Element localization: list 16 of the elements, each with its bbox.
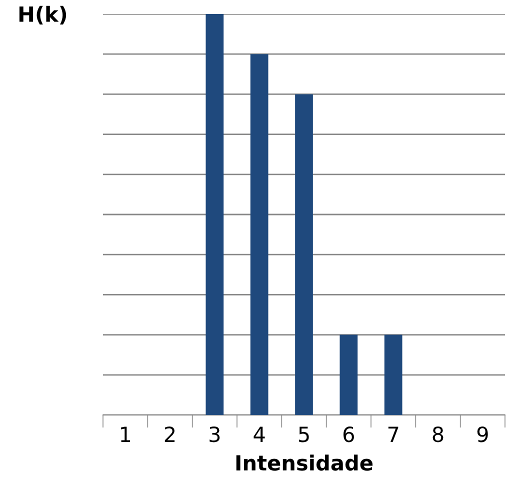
x-tick-label: 8 [432,426,444,442]
x-tick-label: 9 [477,426,488,442]
x-axis-title: Intensidade [236,454,373,471]
x-tick-label: 5 [298,426,309,442]
x-tick-label: 4 [254,426,265,442]
x-tick-label: 6 [343,426,354,442]
bar [384,334,402,415]
bar [206,14,224,415]
bar [340,334,358,415]
x-tick-label: 2 [164,426,175,442]
x-tick-label: 1 [120,426,130,442]
x-tick-label: 7 [388,426,398,442]
x-tick-label: 3 [210,426,220,442]
bar [295,94,313,415]
bar [250,54,268,415]
y-axis-title: H(k) [19,6,66,24]
